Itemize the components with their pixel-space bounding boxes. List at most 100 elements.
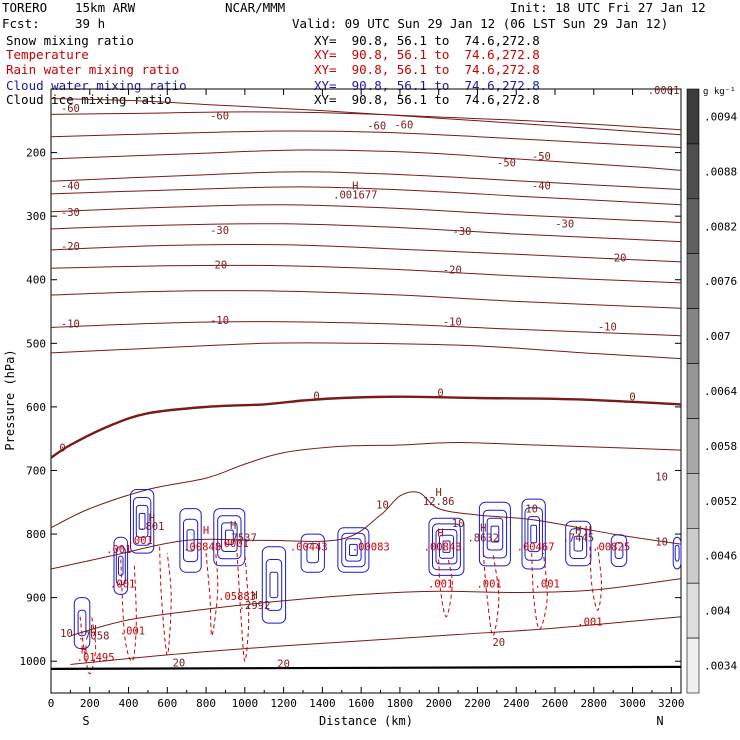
x-tick-label: 800 <box>196 697 216 710</box>
temperature-contour <box>50 149 682 171</box>
colorbar-swatch <box>686 143 700 200</box>
rain-contour-label: .0001 <box>217 538 249 550</box>
cloud-water-contour <box>138 512 146 530</box>
cloud-water-contour <box>435 529 458 565</box>
temperature-contour-label: -20 <box>208 259 227 271</box>
model-resolution: 15km ARW <box>75 0 136 15</box>
extremum-label: H <box>149 512 155 524</box>
colorbar-label: .0094 <box>704 111 737 124</box>
temperature-contour <box>50 395 682 459</box>
temperature-contour-label: 10 <box>655 472 668 484</box>
rain-contour-label: .05883 <box>218 591 256 603</box>
rain-water-contour <box>438 559 453 618</box>
cloud-water-contour <box>486 517 504 551</box>
temperature-contour-label: 10 <box>452 518 465 530</box>
temperature-contour-label: 20 <box>173 657 186 669</box>
temperature-contour-label: 0 <box>437 388 443 400</box>
colorbar-label: .0082 <box>704 220 737 233</box>
x-tick-label: 600 <box>157 697 177 710</box>
temperature-contour-label: 10 <box>525 503 538 515</box>
rain-contour-label: .001 <box>535 579 560 591</box>
temperature-contour-label: -60 <box>367 121 386 133</box>
colorbar-label: .0034 <box>704 660 737 673</box>
x-tick-label: 1800 <box>387 697 414 710</box>
cloud-water-contours <box>73 489 682 649</box>
cloud-water-contour <box>306 543 319 564</box>
temperature-contour-label: -50 <box>532 151 551 163</box>
temperature-contours <box>50 98 682 665</box>
rain-contour-label: .00083 <box>352 542 390 554</box>
rain-contour-label: .001 <box>106 544 131 556</box>
extremum-label: .7537 <box>225 533 257 545</box>
cloud-water-contour <box>183 518 199 563</box>
extremum-label: H <box>436 487 442 499</box>
cloud-water-contour <box>530 524 538 544</box>
cloud-water-contour <box>442 540 451 553</box>
colorbar-swatch <box>686 88 700 145</box>
cloud-water-contour <box>115 546 126 586</box>
colorbar-label: .0088 <box>704 165 737 178</box>
temperature-contour-label: -40 <box>532 181 551 193</box>
cloud-water-contour <box>428 517 465 576</box>
colorbar-unit: g kg⁻¹ <box>703 87 736 97</box>
colorbar-label: .0058 <box>704 440 737 453</box>
extremum-label: .801 <box>139 521 164 533</box>
extremum-label: H <box>352 181 358 193</box>
temperature-contour-label: -60 <box>394 119 413 131</box>
cloud-water-contour <box>130 489 155 554</box>
cloud-water-contour <box>565 520 592 567</box>
temperature-contour-label: -10 <box>210 315 229 327</box>
temperature-contour <box>70 578 682 637</box>
extremum-label: H <box>575 525 581 537</box>
rain-contour-label: .001 <box>428 579 453 591</box>
cloud-water-contour <box>132 497 152 546</box>
ground-surface <box>50 665 682 670</box>
rain-water-contour <box>79 616 97 675</box>
xy-range-snow: XY= 90.8, 56.1 to 74.6,272.8 <box>314 33 540 48</box>
temperature-contour <box>50 321 682 337</box>
colorbar-label: .0076 <box>704 275 737 288</box>
temperature-contour-label: -60 <box>210 111 229 123</box>
rain-contour-label: H <box>437 528 443 540</box>
colorbar-label: .0064 <box>704 385 737 398</box>
cloud-water-contour <box>217 515 242 560</box>
y-tick-label: 500 <box>26 337 46 350</box>
cloud-water-contour <box>179 508 202 573</box>
rain-contour-label: .001 <box>110 579 135 591</box>
x-tick-label: 2600 <box>542 697 569 710</box>
temperature-contour-label: 20 <box>492 637 505 649</box>
rain-contour-label: .00825 <box>592 542 630 554</box>
x-tick-label: 1400 <box>309 697 336 710</box>
extremum-label: H <box>230 520 236 532</box>
cloud-water-contour <box>341 532 366 568</box>
cloud-water-contour <box>610 534 628 568</box>
extremum-label: H <box>90 624 96 636</box>
colorbar-label: .0046 <box>704 550 737 563</box>
x-tick-label: 1600 <box>348 697 375 710</box>
cloud-water-contour <box>527 516 541 553</box>
temperature-contour <box>50 98 682 136</box>
temperature-contour-label: -40 <box>61 181 80 193</box>
temperature-contour <box>50 204 682 223</box>
cloud-water-contour <box>269 571 279 599</box>
temperature-contour <box>50 243 682 263</box>
cloud-water-contour <box>439 534 454 559</box>
temperature-contour-label: 10 <box>376 500 389 512</box>
cloud-water-contour <box>221 522 238 553</box>
rain-water-contour <box>236 553 250 662</box>
temperature-contour-label: -30 <box>61 207 80 219</box>
temperature-contour-label: -20 <box>61 241 80 253</box>
y-tick-label: 700 <box>26 464 46 477</box>
extremum-label: .2992 <box>239 600 271 612</box>
extremum-label: 12.86 <box>423 496 455 508</box>
cloud-water-contour <box>674 544 680 562</box>
rain-contour-label: .00467 <box>517 542 555 554</box>
x-tick-label: 0 <box>48 697 55 710</box>
init-time: Init: 18 UTC Fri 27 Jan 12 <box>510 0 706 15</box>
field-label-temperature: Temperature <box>6 47 89 62</box>
cloud-water-contour <box>672 536 682 570</box>
temperature-contour-label: -20 <box>608 252 627 264</box>
temperature-contour-label: -30 <box>555 219 574 231</box>
extremum-label: H <box>480 523 486 535</box>
